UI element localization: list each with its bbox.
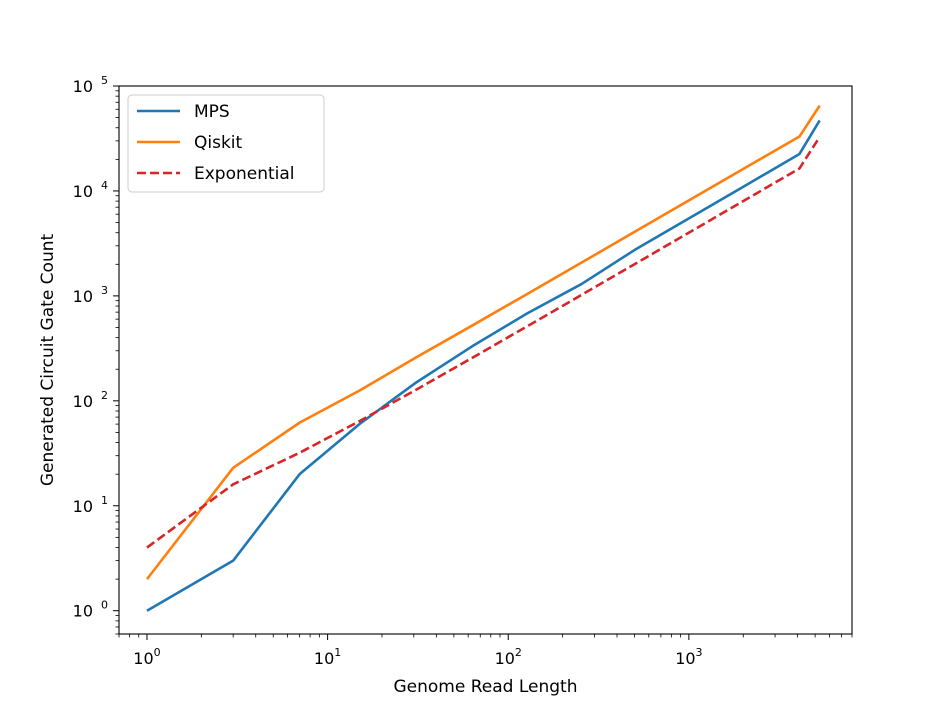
y-tick-label: 10 0 [73,599,108,621]
x-tick-label: 102 [495,646,522,668]
series-line-mps [146,119,821,612]
y-tick-label: 10 4 [73,179,108,201]
series-line-exponential [146,136,821,549]
plot-frame [118,85,853,635]
series-layer [145,104,821,612]
y-tick-label: 10 5 [73,74,108,96]
legend-label-exponential: Exponential [194,164,295,184]
legend-label-qiskit: Qiskit [194,133,243,153]
legend-label-mps: MPS [194,102,230,122]
x-tick-label: 100 [133,646,160,668]
series-line-qiskit [145,104,821,580]
x-tick-label: 103 [675,646,702,668]
x-axis-label: Genome Read Length [394,677,578,697]
y-tick-label: 10 1 [73,494,108,516]
y-tick-label: 10 3 [73,284,108,306]
y-tick-label: 10 2 [73,389,108,411]
y-axis-label: Generated Circuit Gate Count [38,234,58,487]
x-tick-label: 101 [314,646,341,668]
legend-box [127,94,325,193]
legend: MPS Qiskit Exponential [127,94,325,193]
